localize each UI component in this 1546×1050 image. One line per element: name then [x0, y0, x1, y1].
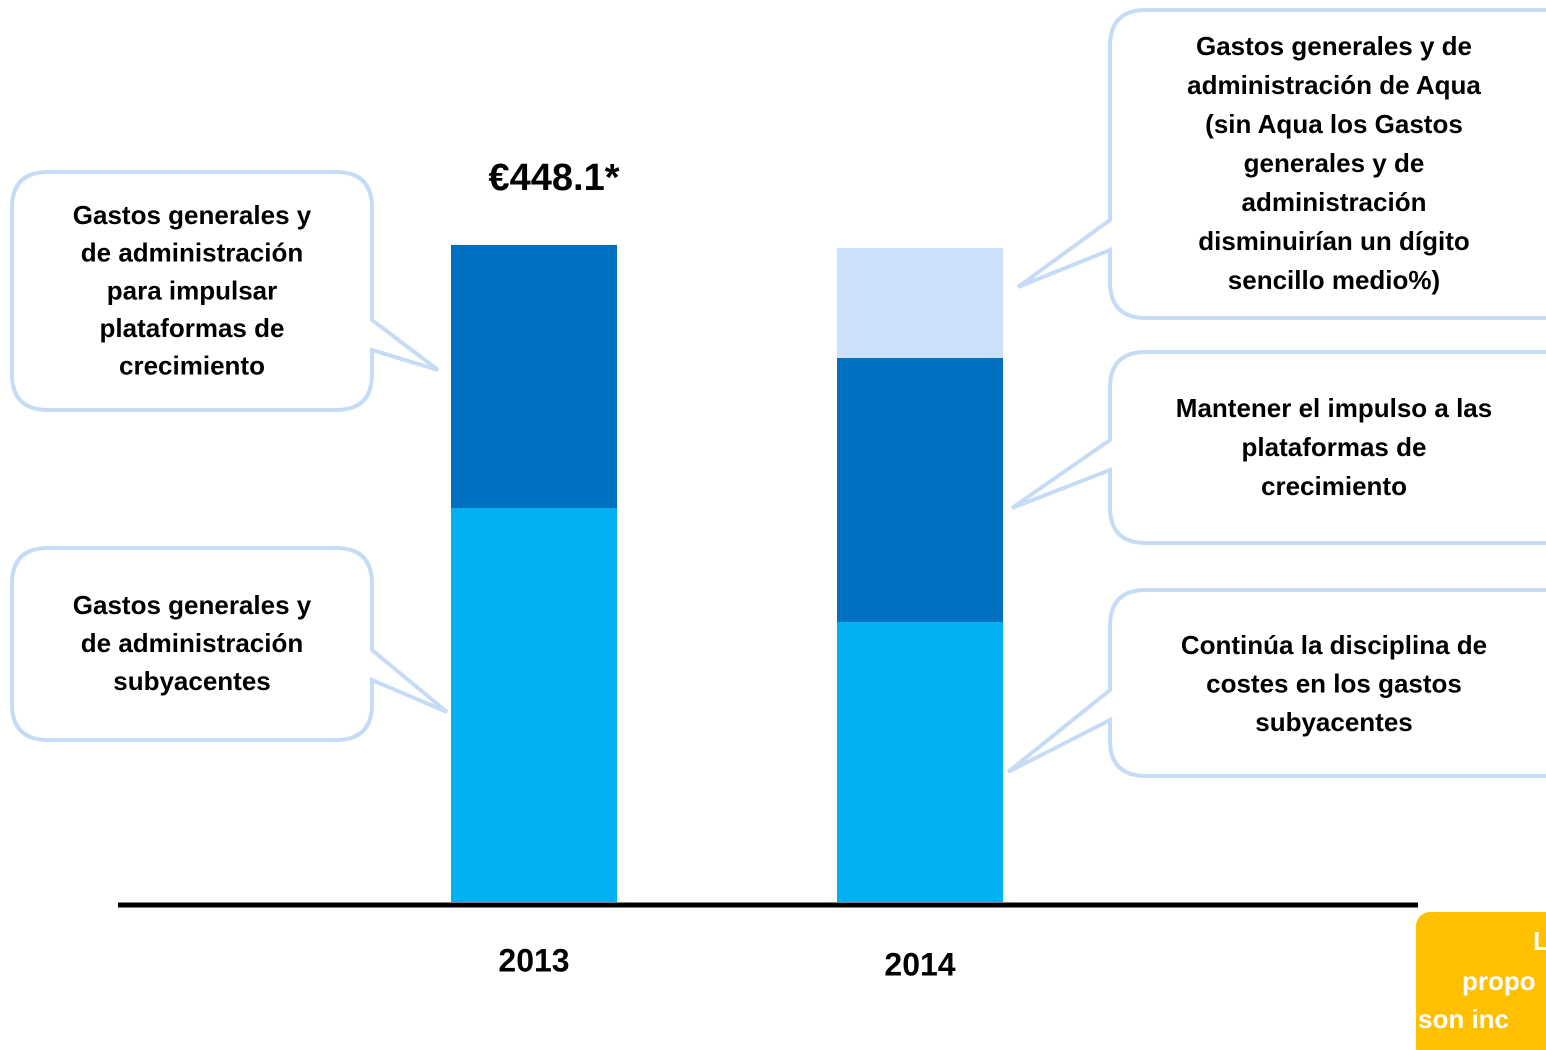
callout-bubble [1010, 350, 1546, 545]
callout-text: Mantener el impulso a las [1176, 393, 1492, 423]
callout-text: de administración [81, 628, 304, 658]
bar-segment [837, 621, 1003, 902]
note-text: propo [1462, 966, 1536, 996]
callout-text: (sin Aqua los Gastos [1205, 109, 1463, 139]
note-text: L [1533, 926, 1546, 956]
callout-text: costes en los gastos [1206, 668, 1462, 698]
callout-text: sencillo medio%) [1228, 265, 1440, 295]
callout-text: para impulsar [107, 275, 278, 305]
callout-text: crecimiento [1261, 471, 1407, 501]
callout-bubble [1006, 588, 1546, 778]
note-box [1416, 912, 1546, 1050]
callout-text: subyacentes [113, 666, 271, 696]
bar-segment [837, 247, 1003, 358]
callout-bubble [10, 170, 440, 412]
callout-text: subyacentes [1255, 707, 1413, 737]
bar-segment [837, 357, 1003, 622]
total-label: €448.1* [488, 157, 619, 199]
callout-text: generales y de [1244, 148, 1425, 178]
callout-text: administración de Aqua [1187, 70, 1481, 100]
callout-text: plataformas de [100, 313, 285, 343]
callout-text: disminuirían un dígito [1198, 226, 1470, 256]
callout-text: Continúa la disciplina de [1181, 630, 1487, 660]
note-text: son inc [1418, 1004, 1509, 1034]
bar-segment [451, 244, 617, 509]
callout-text: de administración [81, 238, 304, 268]
callout-text: plataformas de [1242, 432, 1427, 462]
callout-text: crecimiento [119, 351, 265, 381]
bar-segment [451, 508, 617, 902]
callout-bubble [1016, 8, 1546, 320]
callout-bubble [10, 546, 449, 742]
x-tick-label: 2014 [884, 946, 955, 982]
callout-text: Gastos generales y [73, 200, 312, 230]
callout-text: Gastos generales y [73, 590, 312, 620]
callout-text: administración [1242, 187, 1427, 217]
x-tick-label: 2013 [498, 942, 569, 978]
callout-text: Gastos generales y de [1196, 31, 1472, 61]
